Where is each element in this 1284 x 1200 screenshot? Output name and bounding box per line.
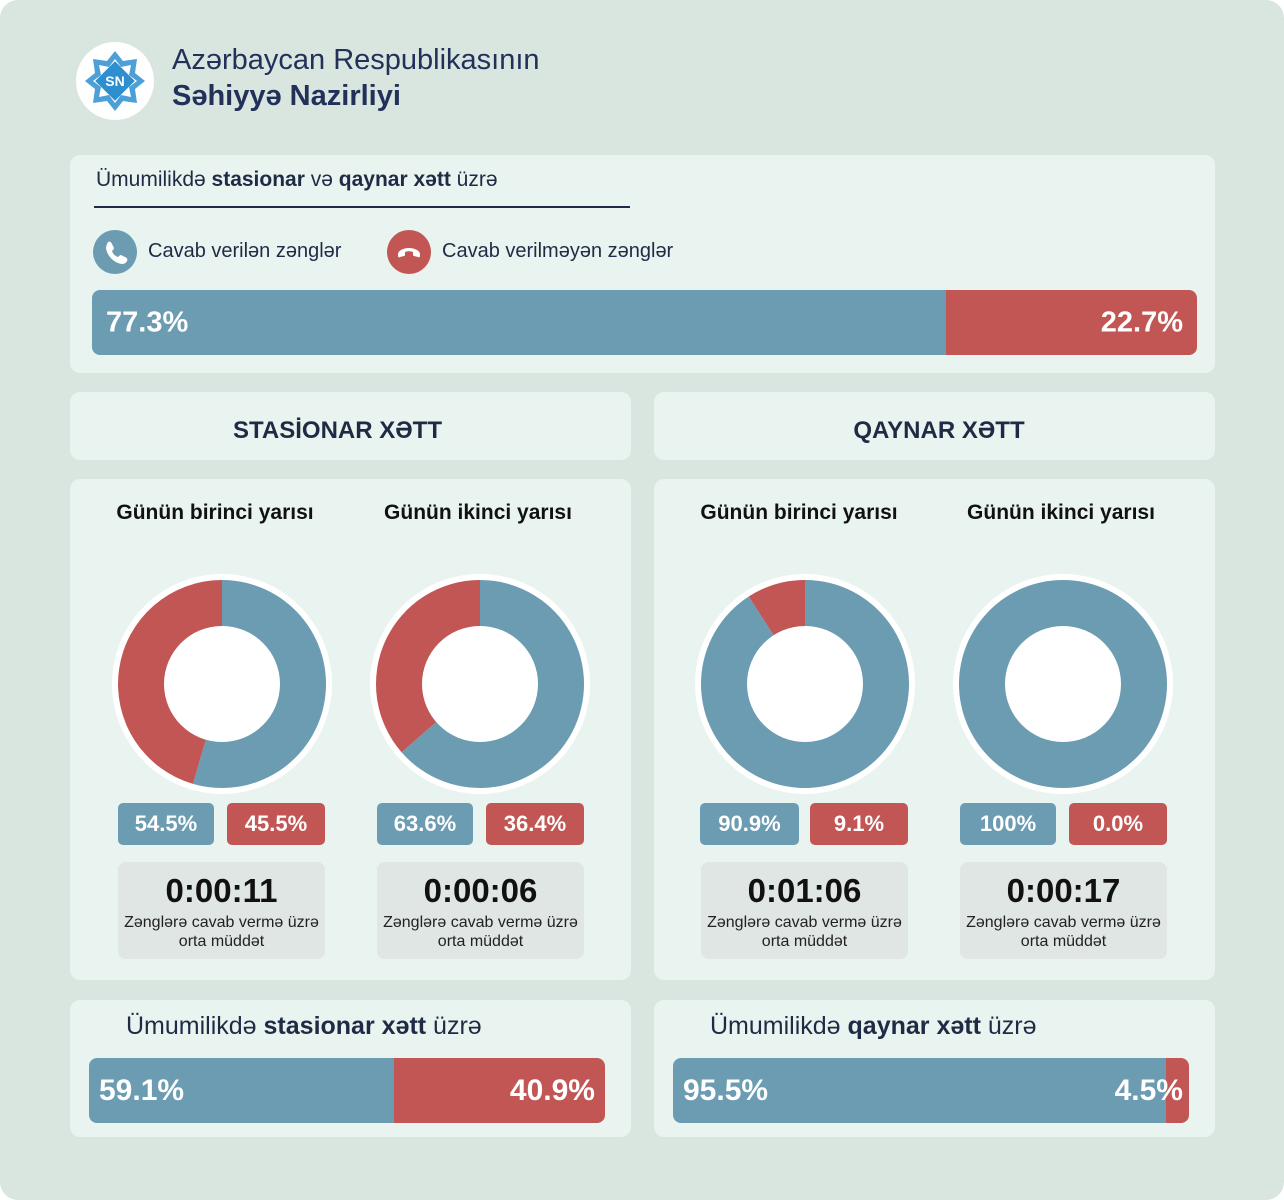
stationary-first-unanswered-badge: 45.5% [227, 803, 325, 845]
logo-letters: SN [105, 73, 124, 89]
bar-label-unanswered: 22.7% [1100, 306, 1183, 338]
legend-unanswered-label: Cavab verilməyən zənglər [442, 240, 674, 262]
stationary-first-avg-time-box: 0:00:11 Zənglərə cavab vermə üzrə orta m… [118, 862, 325, 959]
donut-hole [747, 626, 863, 742]
hotline-title-card [654, 392, 1215, 460]
hotline-total-stacked-bar: 95.5% 4.5% [673, 1058, 1189, 1123]
avg-time-caption: Zənglərə cavab vermə üzrə orta müddət [124, 914, 319, 950]
donut-hole [422, 626, 538, 742]
stationary-second-half-title: Günün ikinci yarısı [384, 501, 572, 524]
avg-time-caption: Zənglərə cavab vermə üzrə orta müddət [707, 914, 902, 950]
bar-label-answered: 77.3% [106, 306, 189, 338]
hotline-first-unanswered-badge: 9.1% [810, 803, 908, 845]
stationary-second-avg-time-box: 0:00:06 Zənglərə cavab vermə üzrə orta m… [377, 862, 584, 959]
overall-title: Ümumilikdə stasionar və qaynar xətt üzrə [96, 168, 498, 191]
stationary-second-unanswered-badge: 36.4% [486, 803, 584, 845]
phone-icon [93, 230, 137, 274]
legend-answered-label: Cavab verilən zənglər [148, 240, 342, 262]
bar-label-unanswered: 40.9% [509, 1073, 595, 1107]
stationary-total-title: Ümumilikdə stasionar xətt üzrə [126, 1012, 482, 1040]
stationary-total-stacked-bar: 59.1% 40.9% [89, 1058, 605, 1123]
stationary-section-title: STASİONAR XƏTT [233, 417, 442, 444]
avg-time-value: 0:01:06 [747, 872, 862, 909]
bar-segment-unanswered: 4.5% [1115, 1058, 1189, 1123]
hotline-section-title: QAYNAR XƏTT [853, 417, 1025, 444]
hotline-second-unanswered-badge: 0.0% [1069, 803, 1167, 845]
bar-segment-unanswered: 40.9% [393, 1058, 605, 1123]
bar-segment-answered: 95.5% [673, 1058, 1166, 1123]
stationary-first-half-donut [112, 574, 332, 794]
header-title-line1: Azərbaycan Respublikasının [172, 44, 540, 76]
donut-hole [1005, 626, 1121, 742]
avg-time-value: 0:00:17 [1006, 872, 1121, 909]
hotline-first-half-donut [695, 574, 915, 794]
hotline-first-avg-time-box: 0:01:06 Zənglərə cavab vermə üzrə orta m… [701, 862, 908, 959]
hotline-first-answered-badge: 90.9% [700, 803, 799, 845]
phone-hangup-icon [387, 230, 431, 274]
avg-time-value: 0:00:11 [165, 872, 278, 909]
title-underline [94, 206, 630, 208]
hotline-second-half-donut [953, 574, 1173, 794]
ministry-emblem-icon: SN [76, 42, 154, 120]
overall-stacked-bar: 77.3% 22.7% [92, 290, 1197, 355]
hotline-second-avg-time-box: 0:00:17 Zənglərə cavab vermə üzrə orta m… [960, 862, 1167, 959]
stationary-title-card [70, 392, 631, 460]
avg-time-caption: Zənglərə cavab vermə üzrə orta müddət [383, 914, 578, 950]
avg-time-value: 0:00:06 [423, 872, 538, 909]
bar-segment-unanswered: 22.7% [946, 290, 1197, 355]
hotline-total-title: Ümumilikdə qaynar xətt üzrə [710, 1012, 1037, 1040]
bar-label-answered: 59.1% [99, 1073, 185, 1107]
header-title-line2: Səhiyyə Nazirliyi [172, 80, 401, 112]
stationary-second-answered-badge: 63.6% [377, 803, 473, 845]
stationary-second-half-donut [370, 574, 590, 794]
hotline-first-half-title: Günün birinci yarısı [700, 501, 898, 524]
bar-label-unanswered: 4.5% [1114, 1073, 1183, 1107]
stationary-first-answered-badge: 54.5% [118, 803, 214, 845]
stationary-first-half-title: Günün birinci yarısı [116, 501, 314, 524]
hotline-second-answered-badge: 100% [960, 803, 1056, 845]
hotline-second-half-title: Günün ikinci yarısı [967, 501, 1155, 524]
bar-segment-answered: 77.3% [92, 290, 947, 355]
avg-time-caption: Zənglərə cavab vermə üzrə orta müddət [966, 914, 1161, 950]
bar-label-answered: 95.5% [683, 1073, 769, 1107]
bar-segment-answered: 59.1% [89, 1058, 394, 1123]
donut-hole [164, 626, 280, 742]
